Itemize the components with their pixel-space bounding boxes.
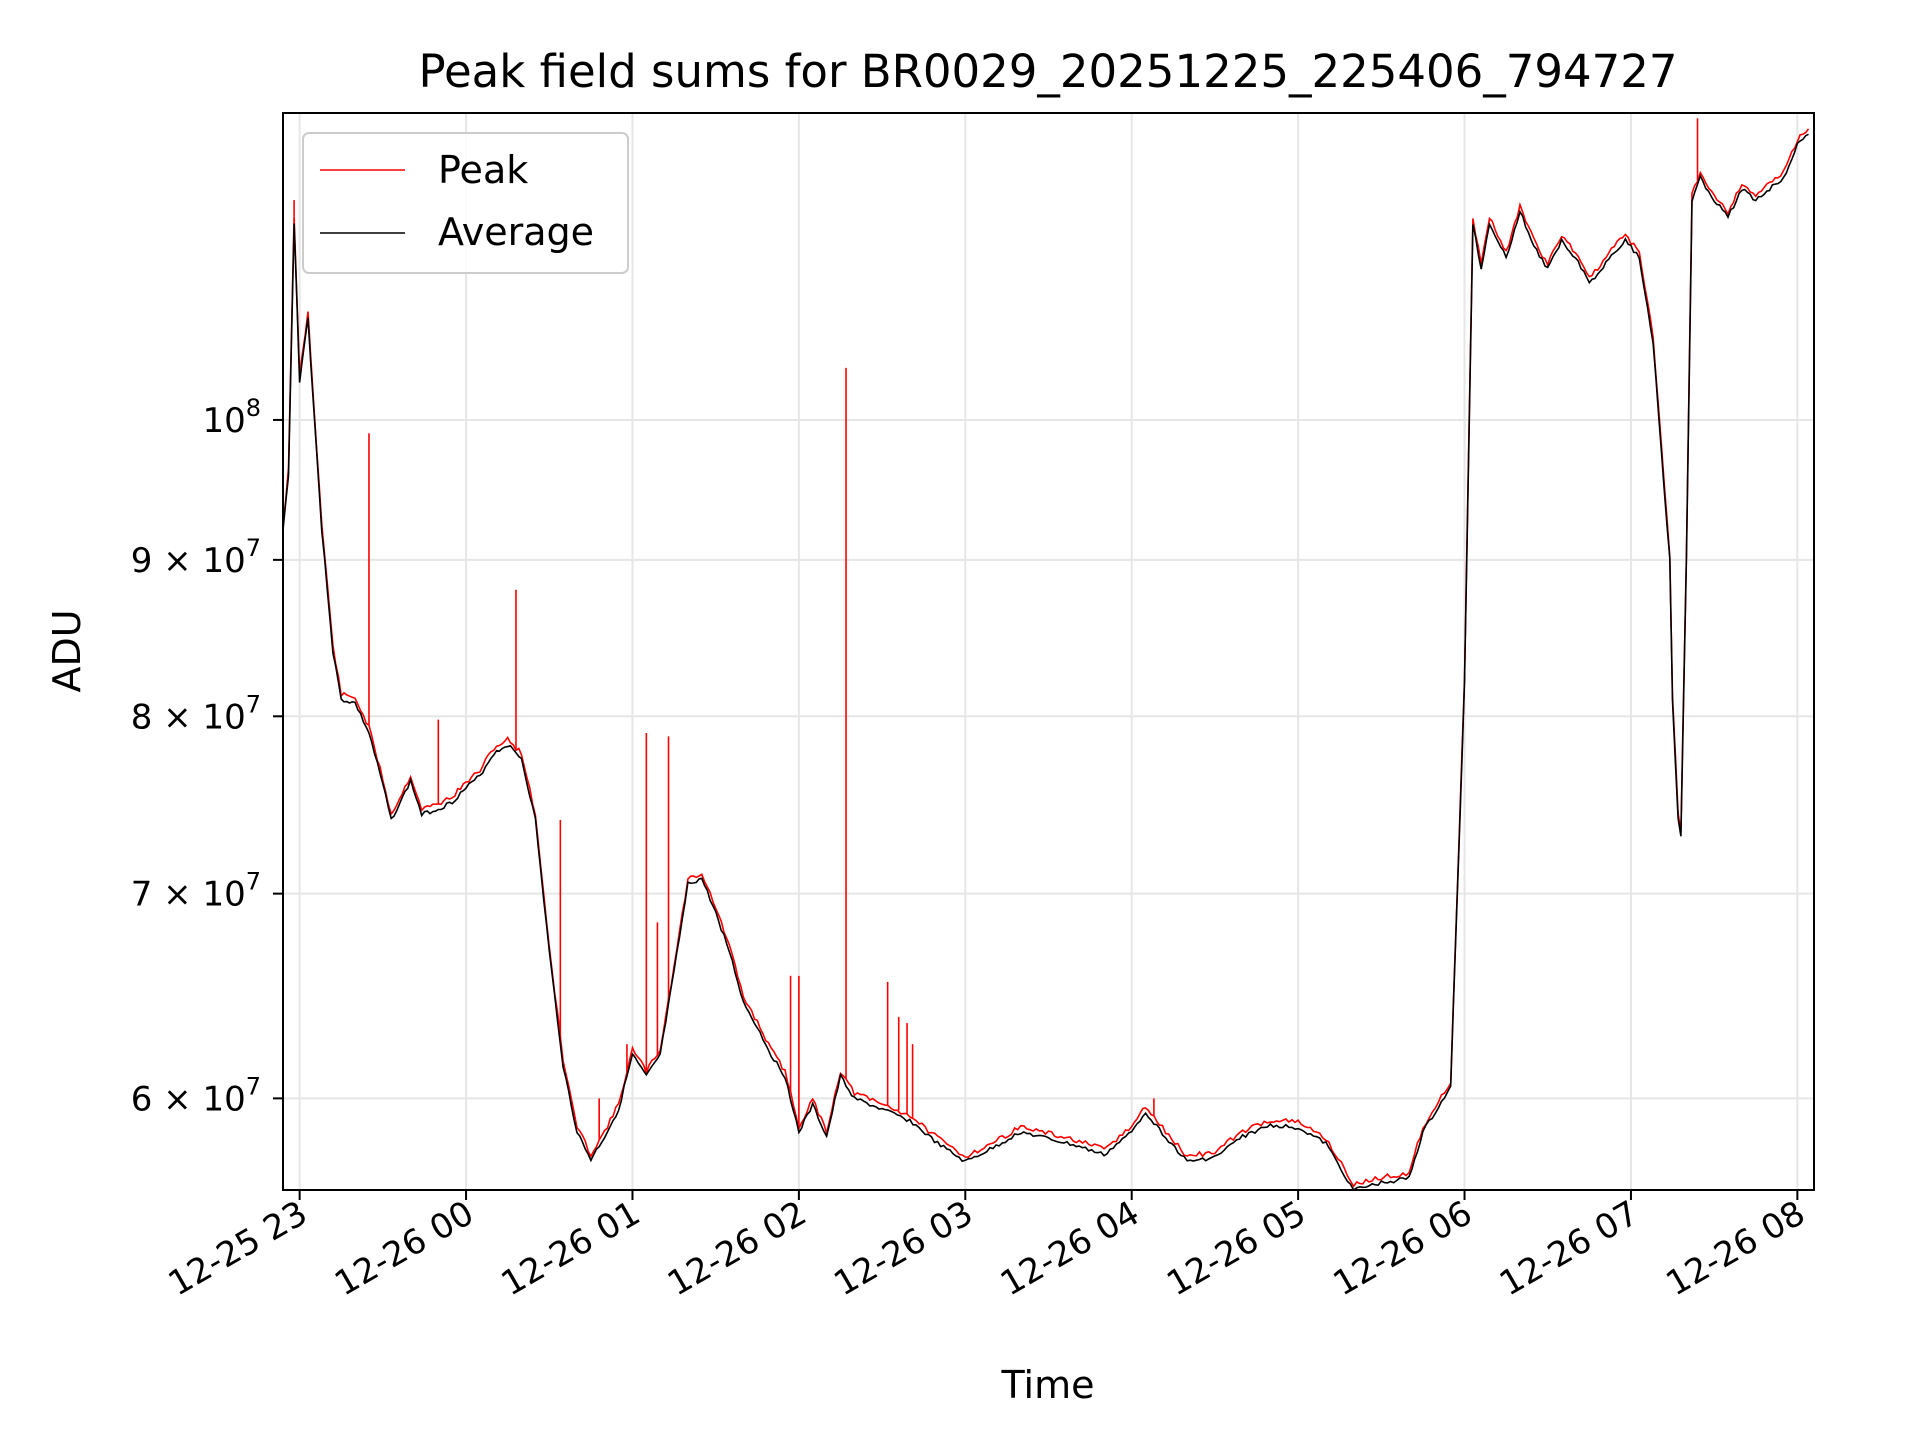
legend-frame	[302, 132, 629, 274]
chart-title: Peak field sums for BR0029_20251225_2254…	[418, 45, 1677, 98]
series-line-average	[283, 133, 1809, 1190]
y-axis-label: ADU	[45, 609, 89, 692]
y-tick-label: 8 × 107	[131, 690, 261, 737]
y-tick-label: 6 × 107	[131, 1072, 261, 1119]
legend-label-average: Average	[438, 210, 594, 254]
y-tick-label: 9 × 107	[131, 534, 261, 581]
legend: Peak Average	[302, 132, 629, 274]
grid	[283, 113, 1814, 1190]
legend-label-peak: Peak	[438, 148, 528, 192]
y-axis: 6 × 107 7 × 107 8 × 107 9 × 107 108	[131, 394, 283, 1119]
y-tick-label: 7 × 107	[131, 868, 261, 915]
y-tick-label: 108	[202, 394, 261, 441]
plot-frame	[282, 112, 1815, 1191]
series-line-peak	[283, 128, 1810, 1188]
x-axis-label: Time	[1001, 1363, 1095, 1407]
